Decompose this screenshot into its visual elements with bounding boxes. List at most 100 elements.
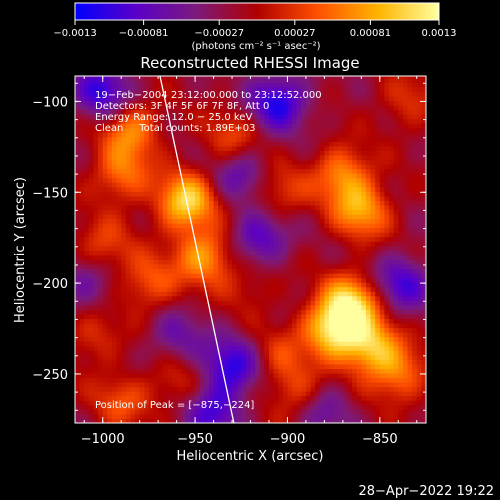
heatmap-cell	[107, 173, 113, 179]
heatmap-cell	[185, 123, 191, 129]
heatmap-cell	[310, 391, 316, 397]
heatmap-cell	[301, 291, 307, 297]
heatmap-cell	[278, 323, 284, 329]
heatmap-cell	[333, 350, 339, 356]
heatmap-cell	[296, 173, 302, 179]
heatmap-cell	[361, 268, 367, 274]
heatmap-cell	[162, 155, 168, 161]
heatmap-cell	[135, 341, 141, 347]
heatmap-cell	[241, 95, 247, 102]
heatmap-cell	[333, 354, 339, 360]
heatmap-cell	[93, 336, 99, 342]
heatmap-cell	[222, 168, 228, 174]
heatmap-cell	[190, 413, 196, 419]
heatmap-cell	[153, 114, 159, 120]
heatmap-cell	[185, 200, 191, 206]
heatmap-cell	[185, 95, 191, 102]
heatmap-cell	[241, 76, 247, 79]
heatmap-cell	[338, 123, 344, 129]
heatmap-cell	[324, 77, 330, 83]
heatmap-cell	[338, 195, 344, 201]
heatmap-cell	[162, 336, 168, 342]
heatmap-cell	[342, 123, 348, 129]
heatmap-cell	[130, 223, 136, 229]
heatmap-cell	[236, 218, 242, 224]
heatmap-cell	[352, 409, 358, 415]
heatmap-cell	[93, 386, 99, 392]
heatmap-cell	[310, 291, 316, 297]
heatmap-cell	[319, 418, 325, 423]
heatmap-cell	[181, 132, 187, 138]
heatmap-cell	[365, 286, 372, 292]
heatmap-cell	[171, 91, 178, 97]
heatmap-cell	[324, 259, 330, 265]
heatmap-cell	[370, 186, 376, 192]
heatmap-cell	[75, 400, 81, 406]
heatmap-cell	[130, 86, 136, 92]
heatmap-cell	[93, 268, 99, 274]
heatmap-cell	[185, 368, 191, 374]
heatmap-cell	[204, 109, 210, 115]
heatmap-cell	[121, 382, 127, 388]
heatmap-cell	[245, 227, 251, 233]
heatmap-cell	[171, 109, 178, 115]
heatmap-cell	[148, 227, 155, 233]
heatmap-cell	[370, 377, 376, 383]
heatmap-cell	[102, 86, 108, 92]
heatmap-cell	[139, 132, 145, 138]
heatmap-cell	[102, 173, 108, 179]
heatmap-cell	[333, 382, 339, 388]
heatmap-cell	[181, 245, 187, 251]
heatmap-cell	[232, 318, 238, 324]
heatmap-cell	[88, 132, 94, 138]
heatmap-cell	[241, 118, 247, 124]
heatmap-cell	[176, 323, 182, 329]
heatmap-cell	[227, 382, 233, 388]
heatmap-cell	[365, 86, 372, 92]
heatmap-cell	[144, 373, 150, 379]
heatmap-cell	[75, 395, 81, 401]
heatmap-cell	[222, 155, 228, 161]
heatmap-cell	[370, 195, 376, 201]
heatmap-cell	[296, 268, 302, 274]
heatmap-cell	[107, 223, 113, 229]
heatmap-cell	[116, 273, 122, 279]
heatmap-cell	[319, 204, 325, 211]
heatmap-cell	[264, 132, 270, 138]
heatmap-cell	[319, 241, 325, 247]
heatmap-cell	[282, 159, 288, 165]
heatmap-cell	[296, 236, 302, 242]
heatmap-cell	[171, 286, 178, 292]
heatmap-cell	[98, 77, 104, 83]
heatmap-cell	[333, 214, 339, 220]
heatmap-cell	[181, 136, 187, 142]
heatmap-cell	[264, 114, 270, 120]
heatmap-cell	[218, 159, 224, 165]
heatmap-cell	[236, 204, 242, 211]
heatmap-cell	[111, 313, 118, 320]
heatmap-cell	[315, 386, 321, 392]
heatmap-cell	[116, 409, 122, 415]
heatmap-cell	[278, 413, 284, 419]
heatmap-cell	[144, 368, 150, 374]
heatmap-cell	[342, 232, 348, 238]
heatmap-cell	[102, 182, 108, 188]
heatmap-cell	[204, 118, 210, 124]
heatmap-cell	[287, 232, 293, 238]
heatmap-cell	[310, 250, 316, 256]
heatmap-cell	[158, 195, 164, 201]
heatmap-cell	[282, 164, 288, 170]
heatmap-cell	[98, 336, 104, 342]
heatmap-cell	[227, 95, 233, 102]
heatmap-cell	[287, 76, 293, 79]
heatmap-cell	[176, 254, 182, 260]
heatmap-cell	[121, 191, 127, 197]
heatmap-cell	[264, 168, 270, 174]
heatmap-cell	[139, 136, 145, 142]
heatmap-cell	[162, 264, 168, 270]
heatmap-cell	[222, 413, 228, 419]
heatmap-cell	[125, 164, 131, 170]
heatmap-cell	[158, 254, 164, 260]
heatmap-cell	[232, 100, 238, 106]
heatmap-cell	[199, 413, 205, 419]
